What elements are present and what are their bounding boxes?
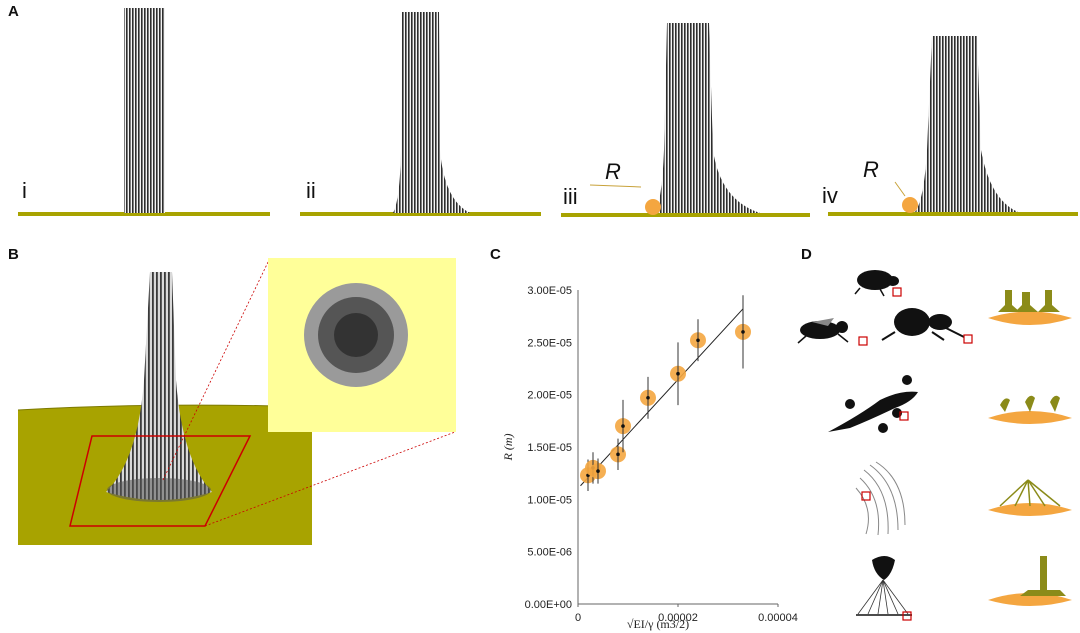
panel-a-iv-label: iv: [822, 183, 838, 208]
fit-line: [580, 308, 744, 487]
data-point-center: [621, 424, 625, 428]
y-tick-label: 2.50E-05: [527, 337, 572, 349]
contact-schematic-1: [988, 290, 1072, 325]
panel-d-label: D: [801, 246, 812, 263]
y-tick-label: 1.50E-05: [527, 442, 572, 454]
x-axis-label: √EI/γ (m3/2): [627, 617, 689, 631]
panel-a-iv-fiber-bundle: [828, 36, 1078, 216]
gecko-icon: [828, 375, 918, 433]
y-tick-label: 5.00E-06: [527, 547, 572, 559]
panel-a-iii-r-label: R: [605, 159, 621, 184]
byssus-icon: [856, 556, 912, 621]
x-tick-label: 0: [575, 612, 581, 624]
panel-a-iv-droplet: [902, 197, 918, 213]
x-tick-label: 0.00002: [658, 612, 698, 624]
contact-schematic-4: [988, 556, 1072, 606]
y-tick-label: 2.00E-05: [527, 390, 572, 402]
panel-a-ii-label: ii: [306, 178, 316, 203]
panel-a-iii-fiber-bundle: [561, 23, 810, 217]
panel-c-label: C: [490, 246, 501, 263]
contact-schematic-2: [988, 395, 1072, 424]
panel-c-chart: 0.00E+00 5.00E-06 1.00E-05 1.50E-05 2.00E-05…: [501, 285, 798, 631]
panel-b-zoom-inset: [268, 258, 456, 432]
data-point-center: [616, 452, 620, 457]
data-point-center: [646, 396, 650, 400]
fly-icon: [797, 318, 868, 346]
panel-a-i-label: i: [22, 178, 27, 203]
panel-a-iii-droplet: [645, 199, 661, 215]
data-point-center: [596, 469, 600, 473]
panel-b-label: B: [8, 246, 19, 263]
ant-icon: [881, 308, 973, 344]
panel-d-illustrations: [797, 270, 1072, 621]
panel-a-iv-r-label: R: [863, 157, 879, 182]
data-point-center: [696, 338, 700, 343]
y-tick-label: 1.00E-05: [527, 494, 572, 506]
panel-a-label: A: [8, 3, 19, 20]
x-tick-label: 0.00004: [758, 612, 798, 624]
beetle-icon: [854, 270, 902, 297]
panel-a-iii-label: iii: [563, 184, 578, 209]
y-tick-label: 0.00E+00: [525, 599, 572, 611]
spatula-fibers-icon: [855, 461, 906, 536]
panel-b-3d-view: [17, 257, 456, 545]
data-point-center: [741, 330, 745, 334]
panel-a-i-fiber-bundle: [18, 8, 270, 216]
data-point-center: [676, 371, 680, 376]
y-tick-label: 3.00E-05: [527, 285, 572, 297]
panel-a-ii-fiber-bundle: [300, 12, 541, 216]
y-axis-label: R (m): [501, 434, 515, 462]
contact-schematic-3: [988, 479, 1072, 516]
